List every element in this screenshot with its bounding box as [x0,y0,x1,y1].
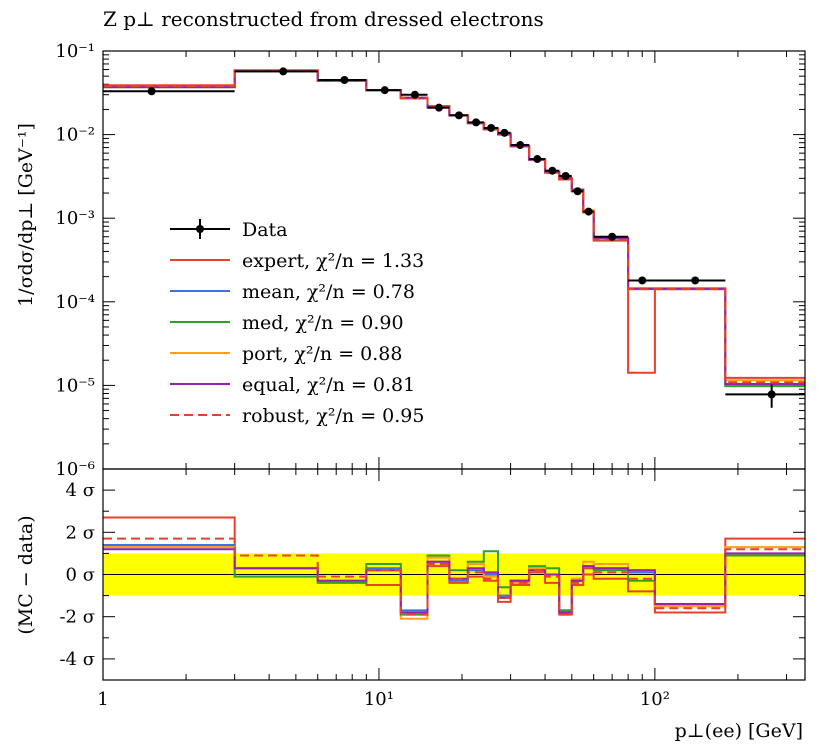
y-tick-label: 10⁻⁵ [55,375,95,396]
legend-label-med: med, χ²/n = 0.90 [242,312,404,334]
ratio-y-tick-label: 4 σ [66,480,95,501]
data-point [561,171,570,180]
legend-data-marker [196,225,204,233]
y-tick-label: 10⁻¹ [55,41,95,62]
y-tick-label: 10⁻⁴ [55,292,95,313]
data-point [279,67,288,76]
series-line-robust [103,69,805,384]
data-point [454,111,463,120]
series-line-expert [103,69,805,379]
legend-label-expert: expert, χ²/n = 1.33 [242,250,424,272]
ratio-y-tick-label: 0 σ [66,565,95,586]
data-point [380,86,389,95]
ratio-series-line-robust [103,537,805,616]
y-tick-label: 10⁻² [55,125,95,146]
data-point [767,390,776,399]
ratio-plot-frame [102,468,806,681]
main-plot-panel: 10⁻¹ 10⁻² 10⁻³ 10⁻⁴ 10⁻⁵ 10⁻⁶ [55,41,806,480]
x-tick-label: 10¹ [364,689,394,710]
data-point [410,90,419,99]
ratio-y-axis-title: (MC − data) [15,515,37,634]
data-point [573,187,582,196]
x-tick-label: 10² [640,689,670,710]
data-point [434,103,443,112]
y-tick-label: 10⁻³ [55,208,95,229]
legend-label-robust: robust, χ²/n = 0.95 [242,405,424,427]
legend-label-equal: equal, χ²/n = 0.81 [242,374,415,396]
x-axis-title: p⊥(ee) [GeV] [675,720,803,742]
chart-title: Z p⊥ reconstructed from dressed electron… [103,7,544,31]
data-point [608,232,617,241]
ratio-y-tick-label: 2 σ [66,522,95,543]
legend-label-data: Data [242,219,288,241]
legend: Data expert, χ²/n = 1.33 mean, χ²/n = 0.78… [170,219,424,427]
data-point [638,276,647,285]
data-point [584,207,593,216]
data-point [340,75,349,84]
y-tick-label: 10⁻⁶ [55,459,95,480]
data-point [487,123,496,132]
series-line-mean [103,69,805,386]
series-line-equal [103,69,805,385]
data-point [500,128,509,137]
data-point [472,118,481,127]
data-point [548,166,557,175]
ratio-plot-panel: 4 σ 2 σ 0 σ -2 σ -4 σ1 10¹ 10² [59,468,806,710]
x-tick-label: 1 [97,689,108,710]
data-point [516,141,525,150]
ratio-y-tick-label: -4 σ [59,649,95,670]
ratio-y-tick-label: -2 σ [59,607,95,628]
data-point [147,87,156,96]
legend-label-port: port, χ²/n = 0.88 [242,343,402,365]
legend-label-mean: mean, χ²/n = 0.78 [242,281,415,303]
series-line-port [103,69,805,382]
y-axis-title: 1/σdσ/dp⊥ [GeV⁻¹] [15,123,37,307]
data-point [691,276,700,285]
data-point [533,155,542,164]
